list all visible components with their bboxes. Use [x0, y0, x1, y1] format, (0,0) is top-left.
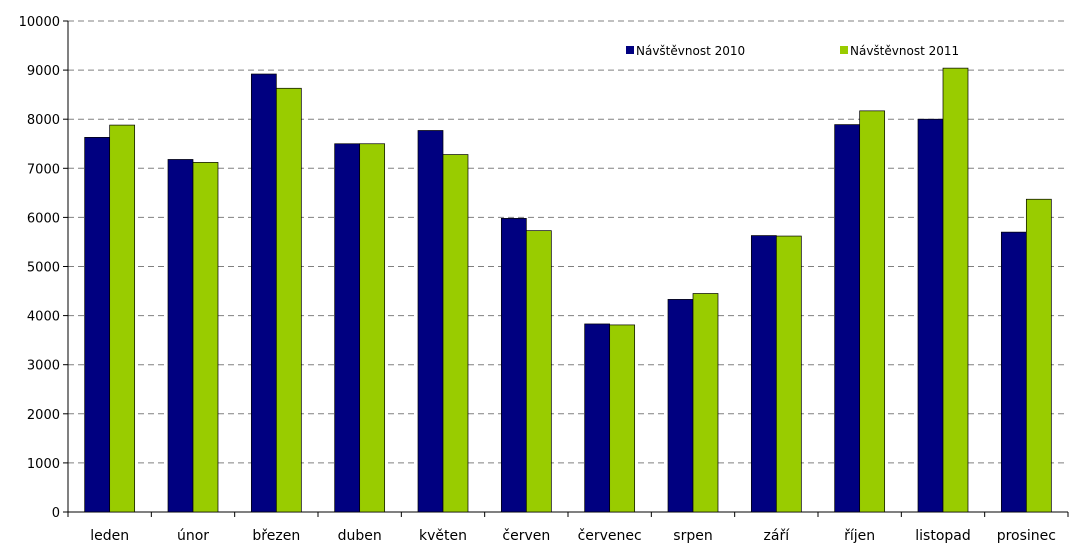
bars — [84, 67, 1052, 513]
bar-2010-prosinec — [1000, 231, 1027, 513]
x-tick-label: srpen — [673, 528, 712, 544]
bar-2010-listopad — [917, 118, 944, 513]
legend-label-2011: Návštěvnost 2011 — [850, 44, 959, 58]
bar-2011-prosinec — [1025, 198, 1052, 513]
y-tick-label: 10000 — [19, 15, 60, 30]
bar-2011-duben — [359, 143, 386, 513]
bar-2011-květen — [442, 154, 469, 513]
bar-2011-listopad — [942, 67, 969, 513]
bar-2010-srpen — [667, 299, 694, 513]
legend-label-2010: Návštěvnost 2010 — [636, 44, 745, 58]
y-tick-label: 8000 — [27, 113, 60, 128]
bar-2011-září — [775, 235, 802, 513]
bar-2011-leden — [109, 124, 136, 513]
x-tick-label: květen — [419, 528, 467, 544]
bar-2011-únor — [192, 162, 219, 513]
y-tick-label: 0 — [52, 506, 60, 521]
y-tick-label: 2000 — [27, 408, 60, 423]
x-tick-label: listopad — [915, 528, 970, 544]
bar-2010-únor — [167, 159, 194, 513]
gridlines — [68, 20, 1068, 464]
y-tick-label: 4000 — [27, 310, 60, 325]
bar-2010-září — [750, 235, 777, 513]
axes — [63, 20, 1069, 517]
y-tick-label: 1000 — [27, 457, 60, 472]
tick-labels: 0 1000 2000 3000 4000 5000 6000 7000 8000 9000 100… — [19, 15, 1056, 544]
y-tick-label: 9000 — [27, 64, 60, 79]
x-tick-label: březen — [252, 528, 300, 544]
x-tick-label: červen — [502, 528, 550, 544]
bar-2010-červenec — [584, 323, 611, 513]
bar-2011-červenec — [609, 324, 636, 513]
x-tick-label: červenec — [578, 528, 642, 544]
x-tick-label: říjen — [844, 528, 875, 544]
y-tick-label: 6000 — [27, 211, 60, 226]
x-tick-label: leden — [90, 528, 129, 544]
y-tick-label: 3000 — [27, 359, 60, 374]
bar-2010-květen — [417, 130, 444, 513]
x-tick-label: duben — [338, 528, 382, 544]
bar-2011-březen — [275, 87, 302, 513]
legend: Návštěvnost 2010 Návštěvnost 2011 — [626, 44, 959, 58]
x-tick-label: prosinec — [997, 528, 1056, 544]
y-tick-label: 5000 — [27, 261, 60, 276]
legend-swatch-2011 — [840, 46, 848, 54]
bar-2010-duben — [334, 143, 361, 513]
bar-2011-červen — [525, 230, 552, 513]
bar-2010-červen — [500, 218, 527, 513]
x-tick-label: únor — [177, 528, 209, 544]
bar-2010-leden — [84, 137, 111, 513]
bar-2011-říjen — [859, 110, 886, 513]
bar-2010-březen — [250, 73, 277, 513]
bar-2010-říjen — [834, 124, 861, 513]
legend-swatch-2010 — [626, 46, 634, 54]
y-tick-label: 7000 — [27, 162, 60, 177]
x-tick-label: září — [764, 528, 791, 544]
bar-2011-srpen — [692, 293, 719, 513]
